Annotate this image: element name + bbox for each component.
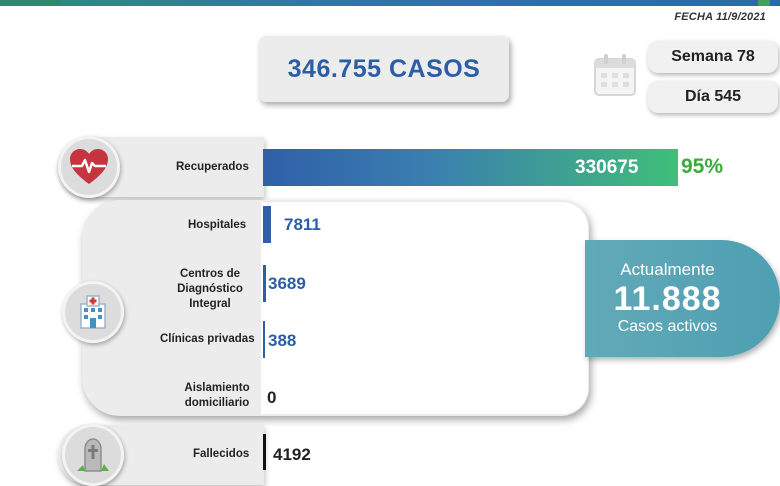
deaths-label: Fallecidos	[193, 448, 250, 460]
private-clinics-label: Clínicas privadas	[160, 333, 255, 345]
home-isolation-label-text: Aislamiento domiciliario	[184, 382, 250, 409]
cdi-value: 3689	[268, 274, 306, 293]
hospital-icon	[62, 281, 124, 343]
deaths-value: 4192	[273, 445, 311, 464]
recovered-label: Recuperados	[176, 161, 249, 173]
recovered-bar	[263, 149, 678, 186]
active-cases-subtitle: Casos activos	[617, 318, 718, 335]
active-cases-number: 11.888	[613, 280, 722, 318]
active-cases-chart-area	[261, 202, 588, 414]
gravestone-icon	[62, 424, 124, 486]
hospitals-value: 7811	[284, 215, 321, 234]
cdi-label: Centros de Diagnóstico Integral	[160, 267, 260, 312]
total-cases-card: 346.755 CASOS	[259, 36, 509, 102]
heart-pulse-icon	[58, 136, 120, 198]
week-pill: Semana 78	[648, 41, 778, 73]
private-clinics-value: 388	[268, 331, 297, 350]
active-cases-title: Actualmente	[620, 260, 715, 279]
hospitals-bar	[263, 206, 271, 243]
active-cases-badge	[585, 240, 780, 357]
calendar-icon	[594, 54, 636, 96]
top-banner-accent	[0, 0, 60, 6]
hospitals-label: Hospitales	[188, 219, 247, 231]
cdi-label-text: Centros de Diagnóstico Integral	[177, 268, 243, 310]
home-isolation-value: 0	[267, 388, 277, 407]
private-clinics-bar	[263, 321, 265, 358]
day-pill: Día 545	[648, 81, 778, 113]
top-banner	[0, 0, 780, 6]
cdi-bar	[263, 265, 266, 302]
deaths-bar	[263, 434, 266, 470]
recovered-percent: 95%	[681, 155, 724, 178]
report-date: FECHA 11/9/2021	[674, 11, 766, 23]
top-banner-notch	[758, 0, 770, 6]
home-isolation-label: Aislamiento domiciliario	[182, 381, 252, 411]
recovered-value: 330675	[575, 157, 639, 178]
